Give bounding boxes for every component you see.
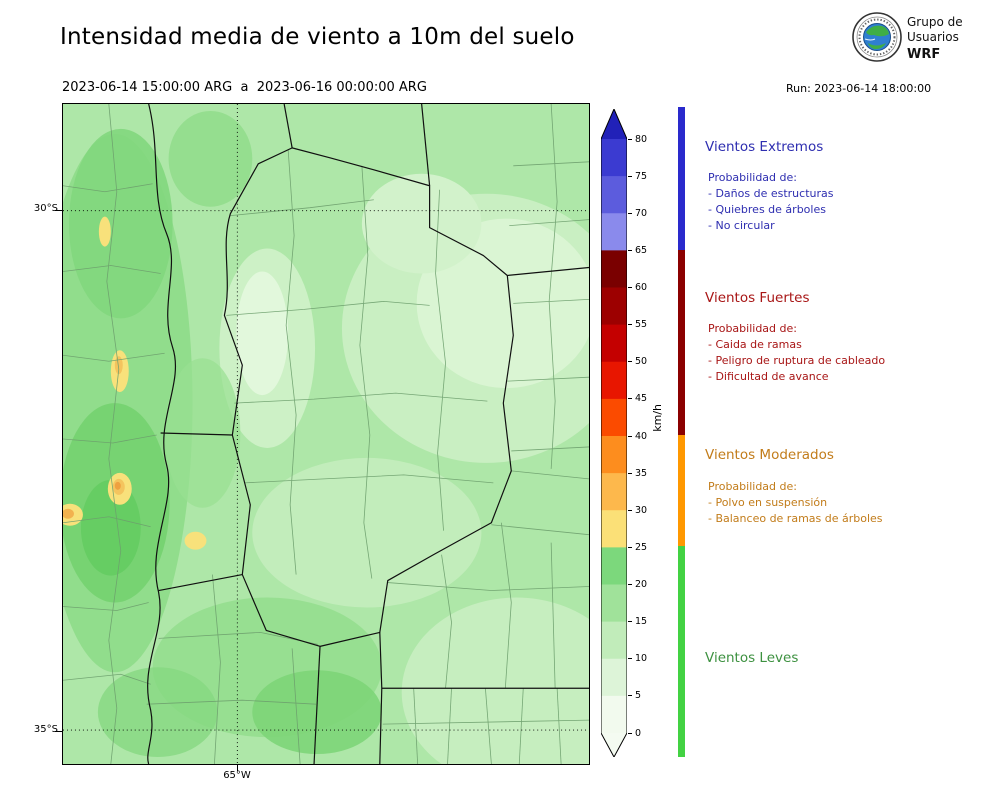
legend-bar-fuertes — [678, 250, 685, 435]
colorbar-tick: 15 — [628, 616, 647, 628]
colorbar: 0 5 10 15 20 25 30 35 40 45 50 55 60 65 70 75 80 km/h — [601, 109, 681, 761]
colorbar-tick: 45 — [628, 393, 647, 405]
legend-line: - Peligro de ruptura de cableado — [708, 354, 886, 367]
logo-text-line2: Usuarios — [907, 30, 959, 44]
legend-line: - Dificultad de avance — [708, 370, 829, 383]
colorbar-tick: 10 — [628, 653, 647, 665]
lat-tick-30s — [55, 210, 62, 211]
legend-line: - Balanceo de ramas de árboles — [708, 512, 883, 525]
colorbar-tick: 80 — [628, 133, 647, 145]
logo-ring-text — [858, 18, 896, 56]
wind-shading — [63, 110, 589, 764]
legend-title-moderados: Vientos Moderados — [705, 447, 834, 463]
run-timestamp: Run: 2023-06-14 18:00:00 — [786, 82, 932, 95]
colorbar-svg — [601, 109, 627, 757]
legend-line: Probabilidad de: — [708, 171, 797, 184]
logo-text-line1: Grupo de — [907, 15, 963, 29]
colorbar-tick: 30 — [628, 504, 647, 516]
legend-line: - Quiebres de árboles — [708, 203, 826, 216]
lat-label-30s: 30°S — [33, 203, 58, 214]
legend-line: Probabilidad de: — [708, 480, 797, 493]
lat-label-35s: 35°S — [33, 724, 58, 735]
colorbar-tick: 75 — [628, 170, 647, 182]
legend-bar-leves — [678, 546, 685, 757]
legend-title-leves: Vientos Leves — [705, 650, 799, 666]
colorbar-tick: 55 — [628, 319, 647, 331]
province-boundaries — [147, 104, 589, 764]
lon-tick-65w — [237, 765, 238, 771]
logo-text-wrf: WRF — [907, 47, 941, 62]
colorbar-tick: 5 — [628, 690, 641, 702]
colorbar-tick: 70 — [628, 207, 647, 219]
legend-line: - No circular — [708, 219, 775, 232]
colorbar-tick: 60 — [628, 282, 647, 294]
lon-label-65w: 65°W — [223, 770, 251, 781]
legend-line: - Daños de estructuras — [708, 187, 834, 200]
colorbar-tick: 40 — [628, 430, 647, 442]
colorbar-tick: 25 — [628, 541, 647, 553]
colorbar-unit-label: km/h — [651, 404, 664, 432]
colorbar-tick: 20 — [628, 579, 647, 591]
colorbar-tick: 35 — [628, 467, 647, 479]
legend-line: - Polvo en suspensión — [708, 496, 828, 509]
colorbar-tick: 65 — [628, 244, 647, 256]
graticule-lines — [63, 104, 589, 764]
wind-intensity-map — [62, 103, 590, 765]
lat-tick-35s — [55, 731, 62, 732]
legend-title-fuertes: Vientos Fuertes — [705, 290, 810, 306]
department-boundaries — [63, 104, 589, 764]
valid-period-label: 2023-06-14 15:00:00 ARG a 2023-06-16 00:… — [62, 80, 427, 95]
colorbar-tick: 50 — [628, 356, 647, 368]
legend-bar-moderados — [678, 435, 685, 546]
legend-title-extremos: Vientos Extremos — [705, 139, 824, 155]
legend-bar-extremos — [678, 107, 685, 250]
legend-line: - Caida de ramas — [708, 338, 802, 351]
colorbar-tick: 0 — [628, 727, 641, 739]
logo-text: Grupo de Usuarios WRF — [907, 15, 963, 62]
wrf-users-group-logo — [852, 12, 902, 62]
page-title: Intensidad media de viento a 10m del sue… — [60, 24, 575, 50]
legend-line: Probabilidad de: — [708, 322, 797, 335]
moderate-wind-spots — [63, 216, 207, 550]
